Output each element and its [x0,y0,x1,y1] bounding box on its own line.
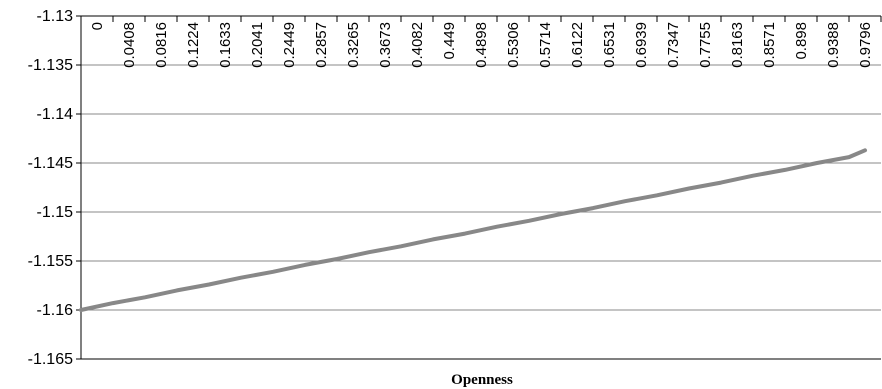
x-tick-label: 0.6122 [569,22,586,68]
x-tick-label: 0.4898 [473,22,490,68]
x-tick-label: 0.898 [793,22,810,60]
x-tick-label: 0.2857 [313,22,330,68]
x-axis-ticks: 0 0.0408 0.0816 0.1224 0.1633 0.2041 0.2449 0.2… [80,16,882,68]
x-tick-label: 0.5306 [505,22,522,68]
x-tick-label: 0.0816 [153,22,170,68]
x-tick-label: 0.7755 [697,22,714,68]
x-tick-label: 0.9796 [857,22,874,68]
x-tick-label: 0.3673 [377,22,394,68]
x-tick-label: 0.2041 [249,22,266,68]
series-line [79,148,867,312]
y-tick-label: -1.155 [28,253,73,270]
x-tick-label: 0.5714 [537,22,554,68]
x-tick-label: 0.3265 [345,22,362,68]
y-tick-label: -1.14 [37,106,74,123]
series [79,148,867,312]
x-tick-label: 0.2449 [281,22,298,68]
y-tick-label: -1.13 [37,8,74,25]
x-tick-label: 0.8163 [729,22,746,68]
y-tick-label: -1.15 [37,204,74,221]
x-tick-label: 0.6939 [633,22,650,68]
y-axis-ticks: -1.13 -1.135 -1.14 -1.145 -1.15 -1.155 -1.16 -1… [28,8,81,368]
y-tick-label: -1.135 [28,57,73,74]
x-tick-label: 0.1224 [185,22,202,68]
x-tick-label: 0.9388 [825,22,842,68]
x-tick-label: 0.4082 [409,22,426,68]
x-tick-label: 0 [89,22,106,30]
x-axis-label: Openness [451,372,513,388]
y-tick-label: -1.16 [37,302,74,319]
x-tick-label: 0.6531 [601,22,618,68]
axes [80,15,881,360]
x-tick-label: 0.7347 [665,22,682,68]
y-tick-label: -1.145 [28,155,73,172]
x-tick-label: 0.8571 [761,22,778,68]
x-tick-label: 0.0408 [121,22,138,68]
y-tick-label: -1.165 [28,351,73,368]
gridlines [81,64,881,311]
x-tick-label: 0.449 [441,22,458,60]
x-tick-label: 0.1633 [217,22,234,68]
